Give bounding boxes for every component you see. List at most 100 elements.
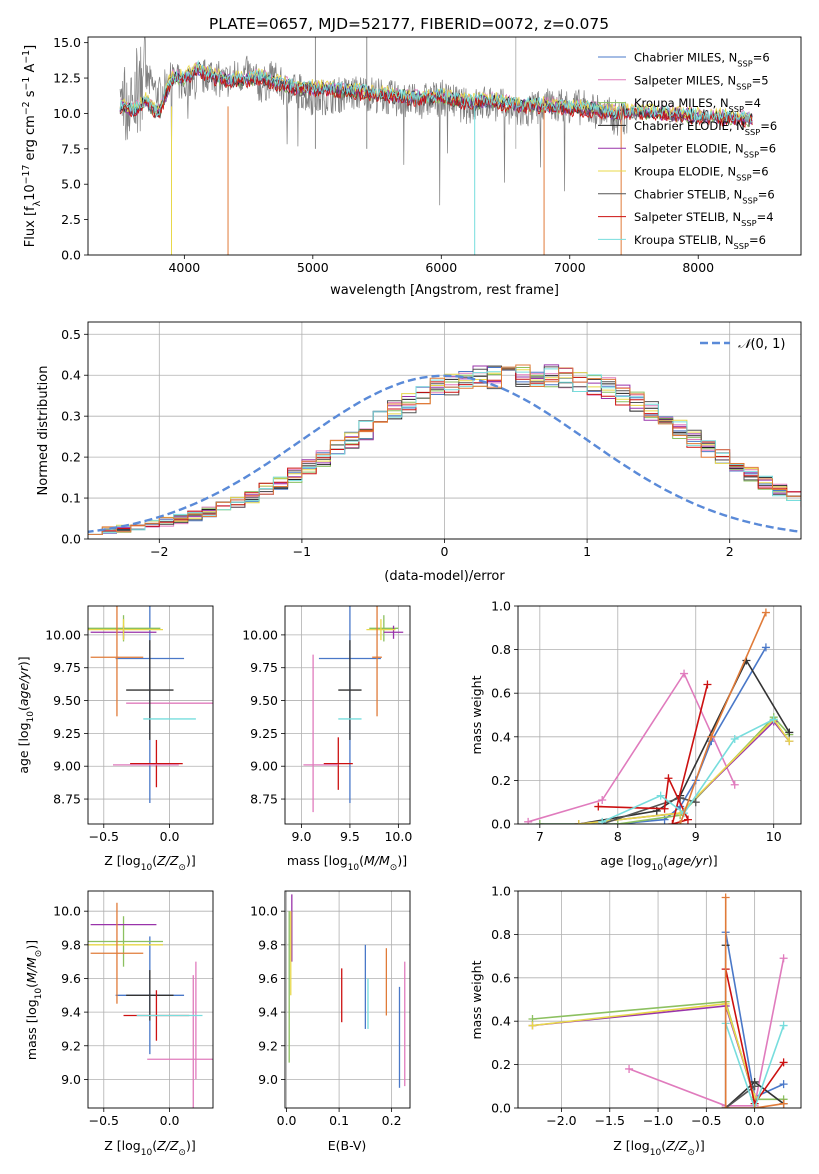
y-tick-label: 0.0 [491, 1101, 511, 1116]
spectrum-x-label: wavelength [Angstrom, rest frame] [330, 283, 559, 298]
weight-vs-age-marker [730, 734, 739, 743]
x-tick-label: 7 [536, 829, 544, 844]
mass-vs-z-frame [87, 890, 214, 1109]
weight-vs-age-marker [664, 774, 673, 783]
y-tick-label: 10.0 [53, 904, 81, 919]
y-tick-label: 9.8 [61, 937, 81, 952]
legend-label-6: Kroupa ELODIE, NSSP=6 [634, 165, 769, 183]
weight-vs-z-marker [721, 1104, 730, 1108]
x-tick-label: 9.5 [340, 829, 360, 844]
mass-vs-z-axes: −0.5 0.0 9.0 9.2 9.4 9.6 9.8 10.0 [53, 891, 213, 1128]
weight-vs-z-marker [721, 893, 730, 902]
x-tick-label: 0.0 [277, 1113, 297, 1128]
weight-vs-z-marker [779, 1058, 788, 1067]
y-tick-label: 9.2 [61, 1038, 81, 1053]
y-tick-label: 9.00 [250, 759, 278, 774]
y-tick-label: 1.0 [491, 599, 511, 614]
y-tick-label: 9.6 [61, 971, 81, 986]
normal-curve [88, 374, 801, 534]
age-vs-z-x-label: Z [log10(Z/Z⊙)] [104, 853, 195, 873]
x-tick-label: −0.5 [89, 829, 119, 844]
mass-vs-z-plot-area [88, 902, 213, 1108]
y-tick-label: 0.0 [61, 532, 81, 547]
x-tick-label: 9 [692, 829, 700, 844]
legend-label-3: Kroupa MILES, NSSP=4 [634, 96, 761, 114]
weight-vs-age-marker [594, 802, 603, 811]
y-tick-label: 9.00 [53, 759, 81, 774]
y-tick-label: 10.0 [250, 904, 278, 919]
weight-vs-age-axes: 7 8 9 10 0.0 0.2 0.4 0.6 0.8 1.0 [491, 599, 801, 844]
weight-vs-age-marker [761, 608, 770, 617]
y-tick-label: 0.5 [61, 327, 81, 342]
y-tick-label: 8.75 [250, 792, 278, 807]
weight-vs-age-marker [691, 798, 700, 807]
y-tick-label: 9.50 [53, 693, 81, 708]
weight-vs-z-marker [750, 1082, 759, 1091]
spectrum-axes: 4000 5000 6000 7000 8000 0.0 2.5 5.0 7.5 10.0 12.5… [53, 35, 714, 275]
weight-vs-z-plot-area [528, 893, 788, 1108]
legend-label-7: Chabrier STELIB, NSSP=6 [634, 187, 775, 205]
x-tick-label: 0.2 [382, 1113, 402, 1128]
age-vs-mass-frame [284, 605, 411, 825]
mass-vs-ebv-x-label: E(B-V) [328, 1138, 367, 1153]
weight-vs-age-marker [598, 796, 607, 805]
x-tick-label: 0.0 [160, 829, 180, 844]
x-tick-label: 4000 [168, 260, 200, 275]
x-tick-label: −1.5 [595, 1113, 625, 1128]
weight-vs-z-marker [625, 1064, 634, 1073]
spectrum-plot-area [119, 37, 753, 255]
weight-vs-z-line-5 [532, 1005, 756, 1098]
weight-vs-z-line-7 [725, 1085, 756, 1108]
y-tick-label: 0.2 [491, 773, 511, 788]
weight-vs-z-marker [779, 954, 788, 963]
weight-vs-age-marker [660, 804, 669, 813]
x-tick-label: 6000 [425, 260, 457, 275]
age-vs-mass-x-label: mass [log10(M/M⊙)] [287, 853, 407, 873]
weight-vs-age-marker [683, 815, 692, 824]
weight-vs-age-marker [730, 780, 739, 789]
weight-vs-age-marker [524, 817, 533, 824]
y-tick-label: 9.75 [53, 660, 81, 675]
y-tick-label: 0.0 [61, 248, 81, 263]
weight-vs-age-marker [761, 643, 770, 652]
age-vs-mass-axes: 9.0 9.5 10.0 8.75 9.00 9.25 9.50 9.75 10.00 [242, 606, 412, 844]
y-tick-label: 0.6 [491, 970, 511, 985]
legend-label-8: Salpeter STELIB, NSSP=4 [634, 210, 774, 228]
figure-title: PLATE=0657, MJD=52177, FIBERID=0072, z=0… [209, 15, 609, 33]
weight-vs-z-marker [528, 1021, 537, 1030]
legend-label-1: Chabrier MILES, NSSP=6 [634, 51, 770, 69]
weight-vs-age-line-6 [578, 718, 790, 824]
x-tick-label: −1.0 [643, 1113, 673, 1128]
weight-vs-z-marker [779, 1021, 788, 1030]
age-vs-z-axes: −0.5 0.0 8.75 9.00 9.25 9.50 9.75 10.00 [45, 606, 213, 844]
y-tick-label: 5.0 [61, 177, 81, 192]
mass-vs-z-x-label: Z [log10(Z/Z⊙)] [104, 1138, 195, 1158]
weight-vs-age-marker [668, 820, 677, 824]
x-tick-label: 5000 [297, 260, 329, 275]
y-tick-label: 0.4 [491, 729, 511, 744]
y-tick-label: 0.4 [61, 368, 81, 383]
y-tick-label: 9.4 [258, 1005, 278, 1020]
weight-vs-age-frame [517, 605, 802, 825]
legend-label-4: Chabrier ELODIE, NSSP=6 [634, 119, 777, 137]
weight-vs-age-line-8 [598, 684, 709, 824]
y-tick-label: 9.0 [61, 1072, 81, 1087]
y-tick-label: 0.0 [491, 817, 511, 832]
x-tick-label: 8 [614, 829, 622, 844]
weight-vs-z-marker [779, 1099, 788, 1108]
y-tick-label: 0.6 [491, 686, 511, 701]
x-tick-label: 2 [726, 544, 734, 559]
age-vs-z-y-label: age [log10(age/yr)] [16, 656, 36, 773]
y-tick-label: 9.0 [258, 1072, 278, 1087]
y-tick-label: 9.25 [250, 726, 278, 741]
weight-vs-age-marker [676, 820, 685, 824]
weight-vs-age-y-label: mass weight [469, 675, 484, 754]
x-tick-label: 0.0 [745, 1113, 765, 1128]
weight-vs-age-marker [574, 820, 583, 824]
y-tick-label: 1.0 [491, 884, 511, 899]
hist-x-label: (data-model)/error [384, 569, 505, 584]
x-tick-label: 7000 [554, 260, 586, 275]
legend-label-5: Salpeter ELODIE, NSSP=6 [634, 142, 776, 160]
weight-vs-age-marker [769, 715, 778, 724]
